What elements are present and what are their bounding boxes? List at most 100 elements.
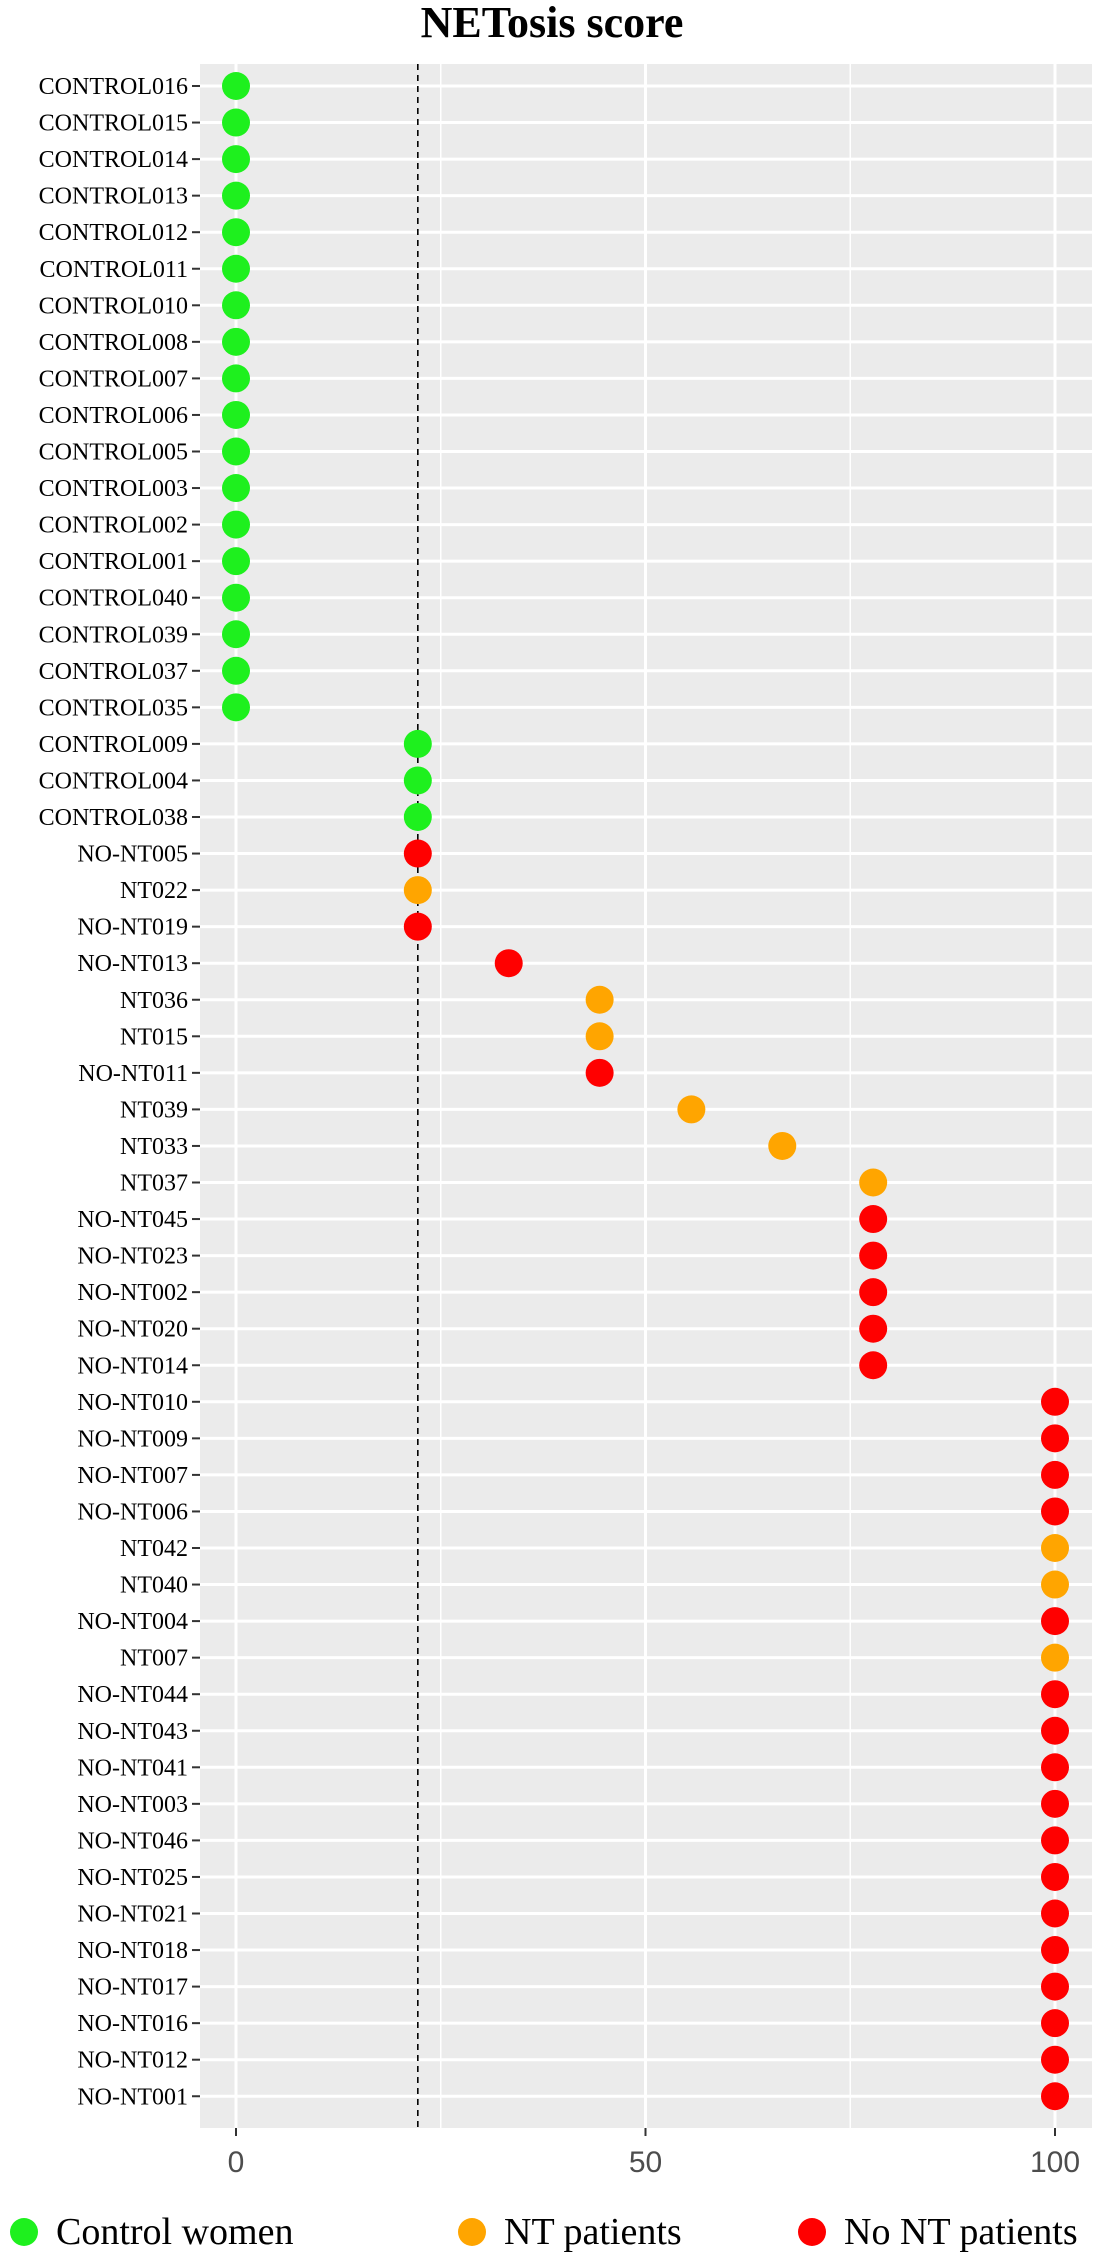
data-point <box>494 949 523 978</box>
y-tick-label: CONTROL016 <box>39 74 188 100</box>
y-tick-label: NO-NT020 <box>77 1317 188 1343</box>
y-tick-label: NO-NT025 <box>77 1865 188 1891</box>
data-point <box>1041 1607 1069 1636</box>
data-point <box>222 693 250 722</box>
y-tick-label: NO-NT010 <box>77 1390 188 1416</box>
data-point <box>1041 1570 1069 1599</box>
y-tick-label: CONTROL001 <box>39 549 188 575</box>
chart-title: NETosis score <box>420 0 684 47</box>
data-point <box>1041 1862 1069 1891</box>
y-tick-label: CONTROL008 <box>39 330 188 356</box>
data-points <box>222 72 1069 2111</box>
data-point <box>403 729 432 758</box>
y-tick-label: CONTROL009 <box>39 732 188 758</box>
x-axis: 0 50 100 <box>228 2128 1080 2179</box>
y-tick-label: CONTROL037 <box>39 659 188 685</box>
data-point <box>585 1022 614 1051</box>
data-point <box>403 912 432 941</box>
y-tick-label: NT007 <box>120 1646 188 1672</box>
data-point <box>1041 1826 1069 1855</box>
data-point <box>859 1168 888 1197</box>
data-point <box>859 1241 888 1270</box>
data-point <box>859 1205 888 1234</box>
data-point <box>1041 1424 1069 1453</box>
data-point <box>403 839 432 868</box>
data-point <box>677 1095 706 1124</box>
y-tick-label: CONTROL005 <box>39 440 188 466</box>
data-point <box>222 547 250 576</box>
data-point <box>768 1131 797 1160</box>
data-point <box>222 364 250 393</box>
data-point <box>222 254 250 283</box>
data-point <box>222 218 250 247</box>
data-point <box>222 327 250 356</box>
data-point <box>1041 1716 1069 1745</box>
data-point <box>222 72 250 100</box>
data-point <box>222 145 250 174</box>
data-point <box>222 400 250 429</box>
data-point <box>1041 1899 1069 1928</box>
y-tick-label: NO-NT017 <box>77 1975 188 2001</box>
x-tick-label: 100 <box>1030 2146 1080 2179</box>
y-tick-label: NO-NT023 <box>77 1244 188 1270</box>
y-tick-label: NO-NT012 <box>77 2048 188 2074</box>
data-point <box>1041 1643 1069 1672</box>
data-point <box>222 510 250 539</box>
netosis-dot-plot: CONTROL016 CONTROL015 CONTROL014 CONTROL013… <box>39 64 1092 2179</box>
y-tick-label: CONTROL012 <box>39 220 188 246</box>
data-point <box>1041 2045 1069 2074</box>
legend-marker-nt-patients <box>458 2218 486 2246</box>
y-tick-label: CONTROL014 <box>39 147 188 173</box>
data-point <box>222 583 250 612</box>
data-point <box>859 1278 888 1307</box>
data-point <box>1041 1789 1069 1818</box>
data-point <box>222 437 250 466</box>
y-tick-label: CONTROL038 <box>39 805 188 831</box>
data-point <box>1041 1497 1069 1526</box>
y-tick-label: NO-NT019 <box>77 915 188 941</box>
y-tick-label: CONTROL002 <box>39 513 188 539</box>
data-point <box>222 181 250 210</box>
y-tick-label: NT036 <box>120 988 188 1014</box>
y-tick-label: NT022 <box>120 878 188 904</box>
y-tick-label: NO-NT002 <box>77 1280 188 1306</box>
data-point <box>222 656 250 685</box>
y-tick-label: NO-NT007 <box>77 1463 188 1489</box>
y-tick-label: NO-NT013 <box>77 951 188 977</box>
y-tick-label: NO-NT043 <box>77 1719 188 1745</box>
legend-item-no-nt-patients: No NT patients <box>798 2210 1078 2254</box>
data-point <box>1041 1680 1069 1709</box>
y-tick-label: NO-NT006 <box>77 1499 188 1525</box>
data-point <box>222 108 250 137</box>
y-tick-label: CONTROL003 <box>39 476 188 502</box>
y-tick-label: NO-NT041 <box>77 1755 188 1781</box>
y-tick-label: NO-NT005 <box>77 842 188 868</box>
data-point <box>1041 2082 1069 2111</box>
y-tick-label: NO-NT046 <box>77 1828 188 1854</box>
data-point <box>403 876 432 905</box>
y-tick-label: CONTROL040 <box>39 586 188 612</box>
data-point <box>1041 1534 1069 1562</box>
y-tick-label: NO-NT011 <box>78 1061 188 1087</box>
y-tick-label: NO-NT021 <box>77 1902 188 1928</box>
y-tick-label: CONTROL035 <box>39 695 188 721</box>
y-tick-label: NO-NT014 <box>77 1353 188 1379</box>
y-tick-label: NT040 <box>120 1573 188 1599</box>
data-point <box>859 1351 888 1380</box>
x-tick-label: 50 <box>629 2146 662 2179</box>
data-point <box>585 985 614 1014</box>
y-tick-label: CONTROL015 <box>39 111 188 137</box>
data-point <box>222 620 250 649</box>
y-tick-label: CONTROL013 <box>39 184 188 210</box>
y-axis: CONTROL016 CONTROL015 CONTROL014 CONTROL013… <box>39 74 200 2110</box>
legend-label: NT patients <box>504 2211 682 2253</box>
y-tick-label: NT042 <box>120 1536 188 1562</box>
data-point <box>222 474 250 503</box>
y-tick-label: NO-NT045 <box>77 1207 188 1233</box>
y-tick-label: NO-NT018 <box>77 1938 188 1964</box>
data-point <box>859 1314 888 1343</box>
y-tick-label: NO-NT004 <box>77 1609 188 1635</box>
y-tick-label: CONTROL006 <box>39 403 188 429</box>
legend-label: No NT patients <box>844 2211 1078 2253</box>
y-tick-label: NO-NT044 <box>77 1682 188 1708</box>
